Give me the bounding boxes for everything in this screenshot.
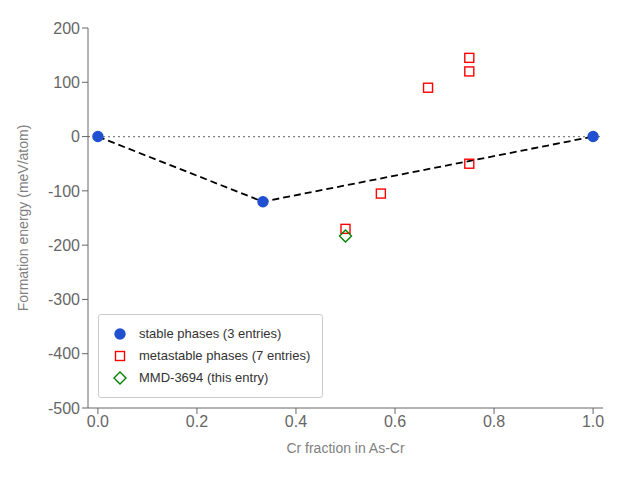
svg-text:0.4: 0.4 (285, 413, 307, 430)
html-text:metastable phases (7 entries): metastable phases (7 entries) (139, 348, 311, 363)
svg-text:100: 100 (53, 74, 80, 91)
html-text:MMD-3694 (this entry): MMD-3694 (this entry) (139, 370, 269, 385)
svg-text:-300: -300 (48, 291, 80, 308)
svg-text:-400: -400 (48, 345, 80, 362)
svg-text:-100: -100 (48, 183, 80, 200)
svg-text:-200: -200 (48, 237, 80, 254)
svg-text:-500: -500 (48, 400, 80, 417)
svg-text:0: 0 (71, 128, 80, 145)
svg-text:0.0: 0.0 (87, 413, 109, 430)
html-text:stable phases (3 entries): stable phases (3 entries) (139, 326, 282, 341)
svg-text:0.6: 0.6 (384, 413, 406, 430)
svg-text:1.0: 1.0 (582, 413, 604, 430)
svg-text:Formation energy (meV/atom): Formation energy (meV/atom) (15, 125, 31, 312)
svg-text:0.8: 0.8 (483, 413, 505, 430)
svg-text:Cr fraction in As-Cr: Cr fraction in As-Cr (286, 440, 405, 456)
svg-text:200: 200 (53, 20, 80, 37)
svg-text:0.2: 0.2 (186, 413, 208, 430)
